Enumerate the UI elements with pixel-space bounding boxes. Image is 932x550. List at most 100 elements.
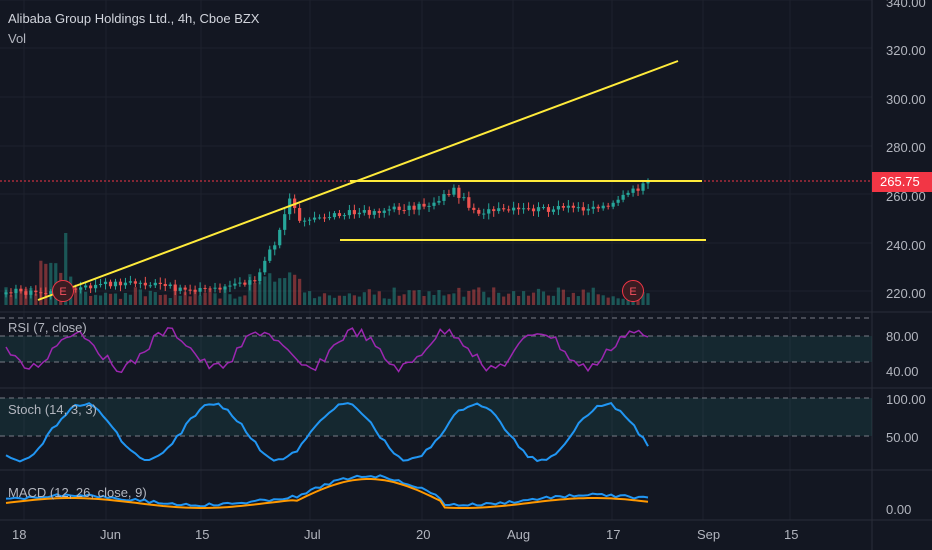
volume-bar: [218, 298, 222, 305]
candle: [178, 287, 182, 291]
candle: [367, 210, 371, 215]
stoch-label[interactable]: Stoch (14, 3, 3): [8, 402, 97, 417]
time-tick: 20: [416, 527, 431, 542]
candle: [307, 219, 312, 221]
volume-bar: [253, 282, 257, 305]
volume-bar: [452, 293, 456, 305]
volume-bar: [49, 262, 53, 305]
candle: [357, 212, 361, 215]
volume-bar: [198, 295, 202, 305]
candle: [452, 187, 456, 195]
volume-bar: [39, 260, 43, 305]
candle: [447, 194, 451, 196]
volume-bar: [477, 287, 481, 305]
volume-bar: [472, 289, 476, 305]
candle: [581, 207, 585, 211]
volume-bar: [447, 294, 451, 305]
volume-bar: [9, 295, 13, 305]
volume-bar: [586, 292, 590, 305]
time-tick: 15: [784, 527, 799, 542]
volume-bar: [213, 293, 217, 305]
volume-bar: [387, 298, 391, 305]
volume-bar: [497, 292, 501, 305]
volume-bar: [412, 290, 416, 305]
candle: [621, 194, 625, 200]
candle: [382, 210, 386, 213]
earnings-marker-icon[interactable]: E: [52, 280, 74, 302]
candle: [337, 213, 342, 217]
candle: [591, 206, 595, 209]
candle: [9, 292, 13, 294]
candle: [84, 285, 88, 288]
volume-bar: [457, 287, 461, 305]
candle: [29, 290, 33, 295]
volume-bar: [108, 293, 113, 305]
macd-label[interactable]: MACD (12, 26, close, 9): [8, 485, 147, 500]
candle: [173, 284, 177, 291]
candle: [432, 202, 436, 206]
candle: [352, 210, 356, 215]
volume-bar: [183, 292, 187, 305]
volume-bar: [462, 296, 466, 305]
candle: [148, 285, 152, 287]
volume-bar: [228, 294, 232, 305]
candle: [551, 209, 556, 212]
volume-bar: [19, 288, 23, 305]
volume-bar: [303, 292, 307, 305]
volume-bar: [526, 295, 531, 305]
candle: [586, 208, 590, 211]
candle: [347, 210, 351, 216]
candle: [362, 210, 366, 213]
volume-bar: [138, 289, 142, 305]
candle: [24, 291, 28, 295]
candle: [312, 217, 317, 220]
candle: [218, 287, 222, 290]
candle: [108, 281, 113, 287]
candle: [437, 200, 441, 203]
candle: [392, 206, 396, 210]
candle: [422, 203, 426, 207]
volume-bar: [611, 296, 615, 305]
candle: [467, 197, 471, 208]
candle: [143, 282, 147, 286]
candle: [317, 217, 322, 219]
candle: [158, 282, 162, 284]
earnings-marker-icon[interactable]: E: [622, 280, 644, 302]
volume-bar: [382, 298, 386, 305]
volume-bar: [307, 291, 312, 305]
candle: [278, 229, 282, 246]
volume-bar: [591, 287, 595, 305]
candle: [427, 205, 431, 207]
volume-bar: [248, 274, 252, 305]
candle: [492, 209, 496, 212]
candle: [442, 194, 446, 201]
volume-bar: [601, 295, 605, 305]
price-tick: 280.00: [886, 140, 926, 155]
price-tick: 260.00: [886, 189, 926, 204]
volume-bar: [581, 289, 585, 305]
macd-tick: 0.00: [886, 502, 912, 517]
volume-bar: [556, 287, 561, 305]
candle: [641, 183, 645, 191]
price-tick: 240.00: [886, 238, 926, 253]
volume-bar: [178, 295, 182, 305]
candle: [118, 281, 123, 286]
volume-bar: [158, 295, 162, 305]
time-tick: Aug: [507, 527, 531, 542]
volume-bar: [268, 273, 272, 305]
volume-bar: [372, 294, 376, 305]
candle: [49, 291, 53, 294]
candle: [273, 245, 277, 250]
volume-bar: [377, 291, 381, 305]
volume-bar: [432, 294, 436, 305]
volume-bar: [288, 272, 292, 305]
candle: [517, 207, 521, 210]
time-tick: Sep: [697, 527, 721, 542]
candle: [303, 220, 307, 222]
rsi-label[interactable]: RSI (7, close): [8, 320, 87, 335]
symbol-title[interactable]: Alibaba Group Holdings Ltd., 4h, Cboe BZ…: [8, 11, 260, 26]
candle: [561, 206, 565, 208]
candle: [497, 208, 501, 212]
